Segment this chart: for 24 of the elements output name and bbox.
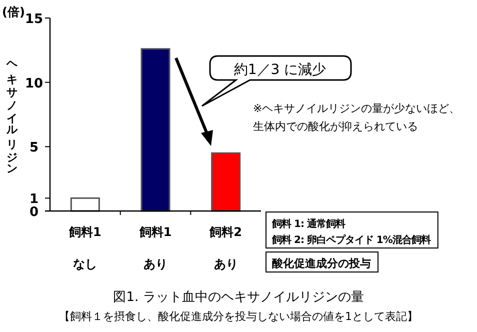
y-tick-label: 5 (29, 140, 39, 156)
x-tick-label: 飼料2 (208, 225, 242, 239)
y-tick-label: 0 (29, 205, 39, 220)
annotation: 約1／3 に減少 (234, 62, 326, 78)
text: 酸化促進成分の投与 (272, 257, 371, 270)
bar (70, 197, 100, 212)
annotation: 生体内での酸化が抑えられている (253, 120, 418, 133)
x-tick-label: 飼料1 (68, 225, 102, 239)
text: 飼料 1: 通常飼料 (271, 218, 346, 230)
text: あり (214, 257, 238, 271)
y-tick-label: 1 (29, 192, 39, 208)
bar (140, 48, 170, 212)
y-axis-title: ヘキサノイルリジン (6, 54, 20, 174)
y-tick-label: 15 (24, 12, 44, 27)
y-tick-label: 10 (24, 76, 44, 92)
text: 図1. ラット血中のヘキサノイルリジンの量 (113, 290, 364, 305)
bar (211, 152, 241, 212)
text: 飼料 2: 卵白ペプタイド 1%混合飼料 (271, 234, 431, 246)
x-tick-label: 飼料1 (138, 225, 172, 239)
annotation: ※ヘキサノイルリジンの量が少ないほど、 (253, 102, 460, 115)
text: 【飼料１を摂食し、酸化促進成分を投与しない場合の値を1として表記】 (59, 310, 418, 323)
text: なし (73, 257, 98, 271)
text: あり (144, 257, 168, 271)
text: (倍) (2, 5, 25, 19)
